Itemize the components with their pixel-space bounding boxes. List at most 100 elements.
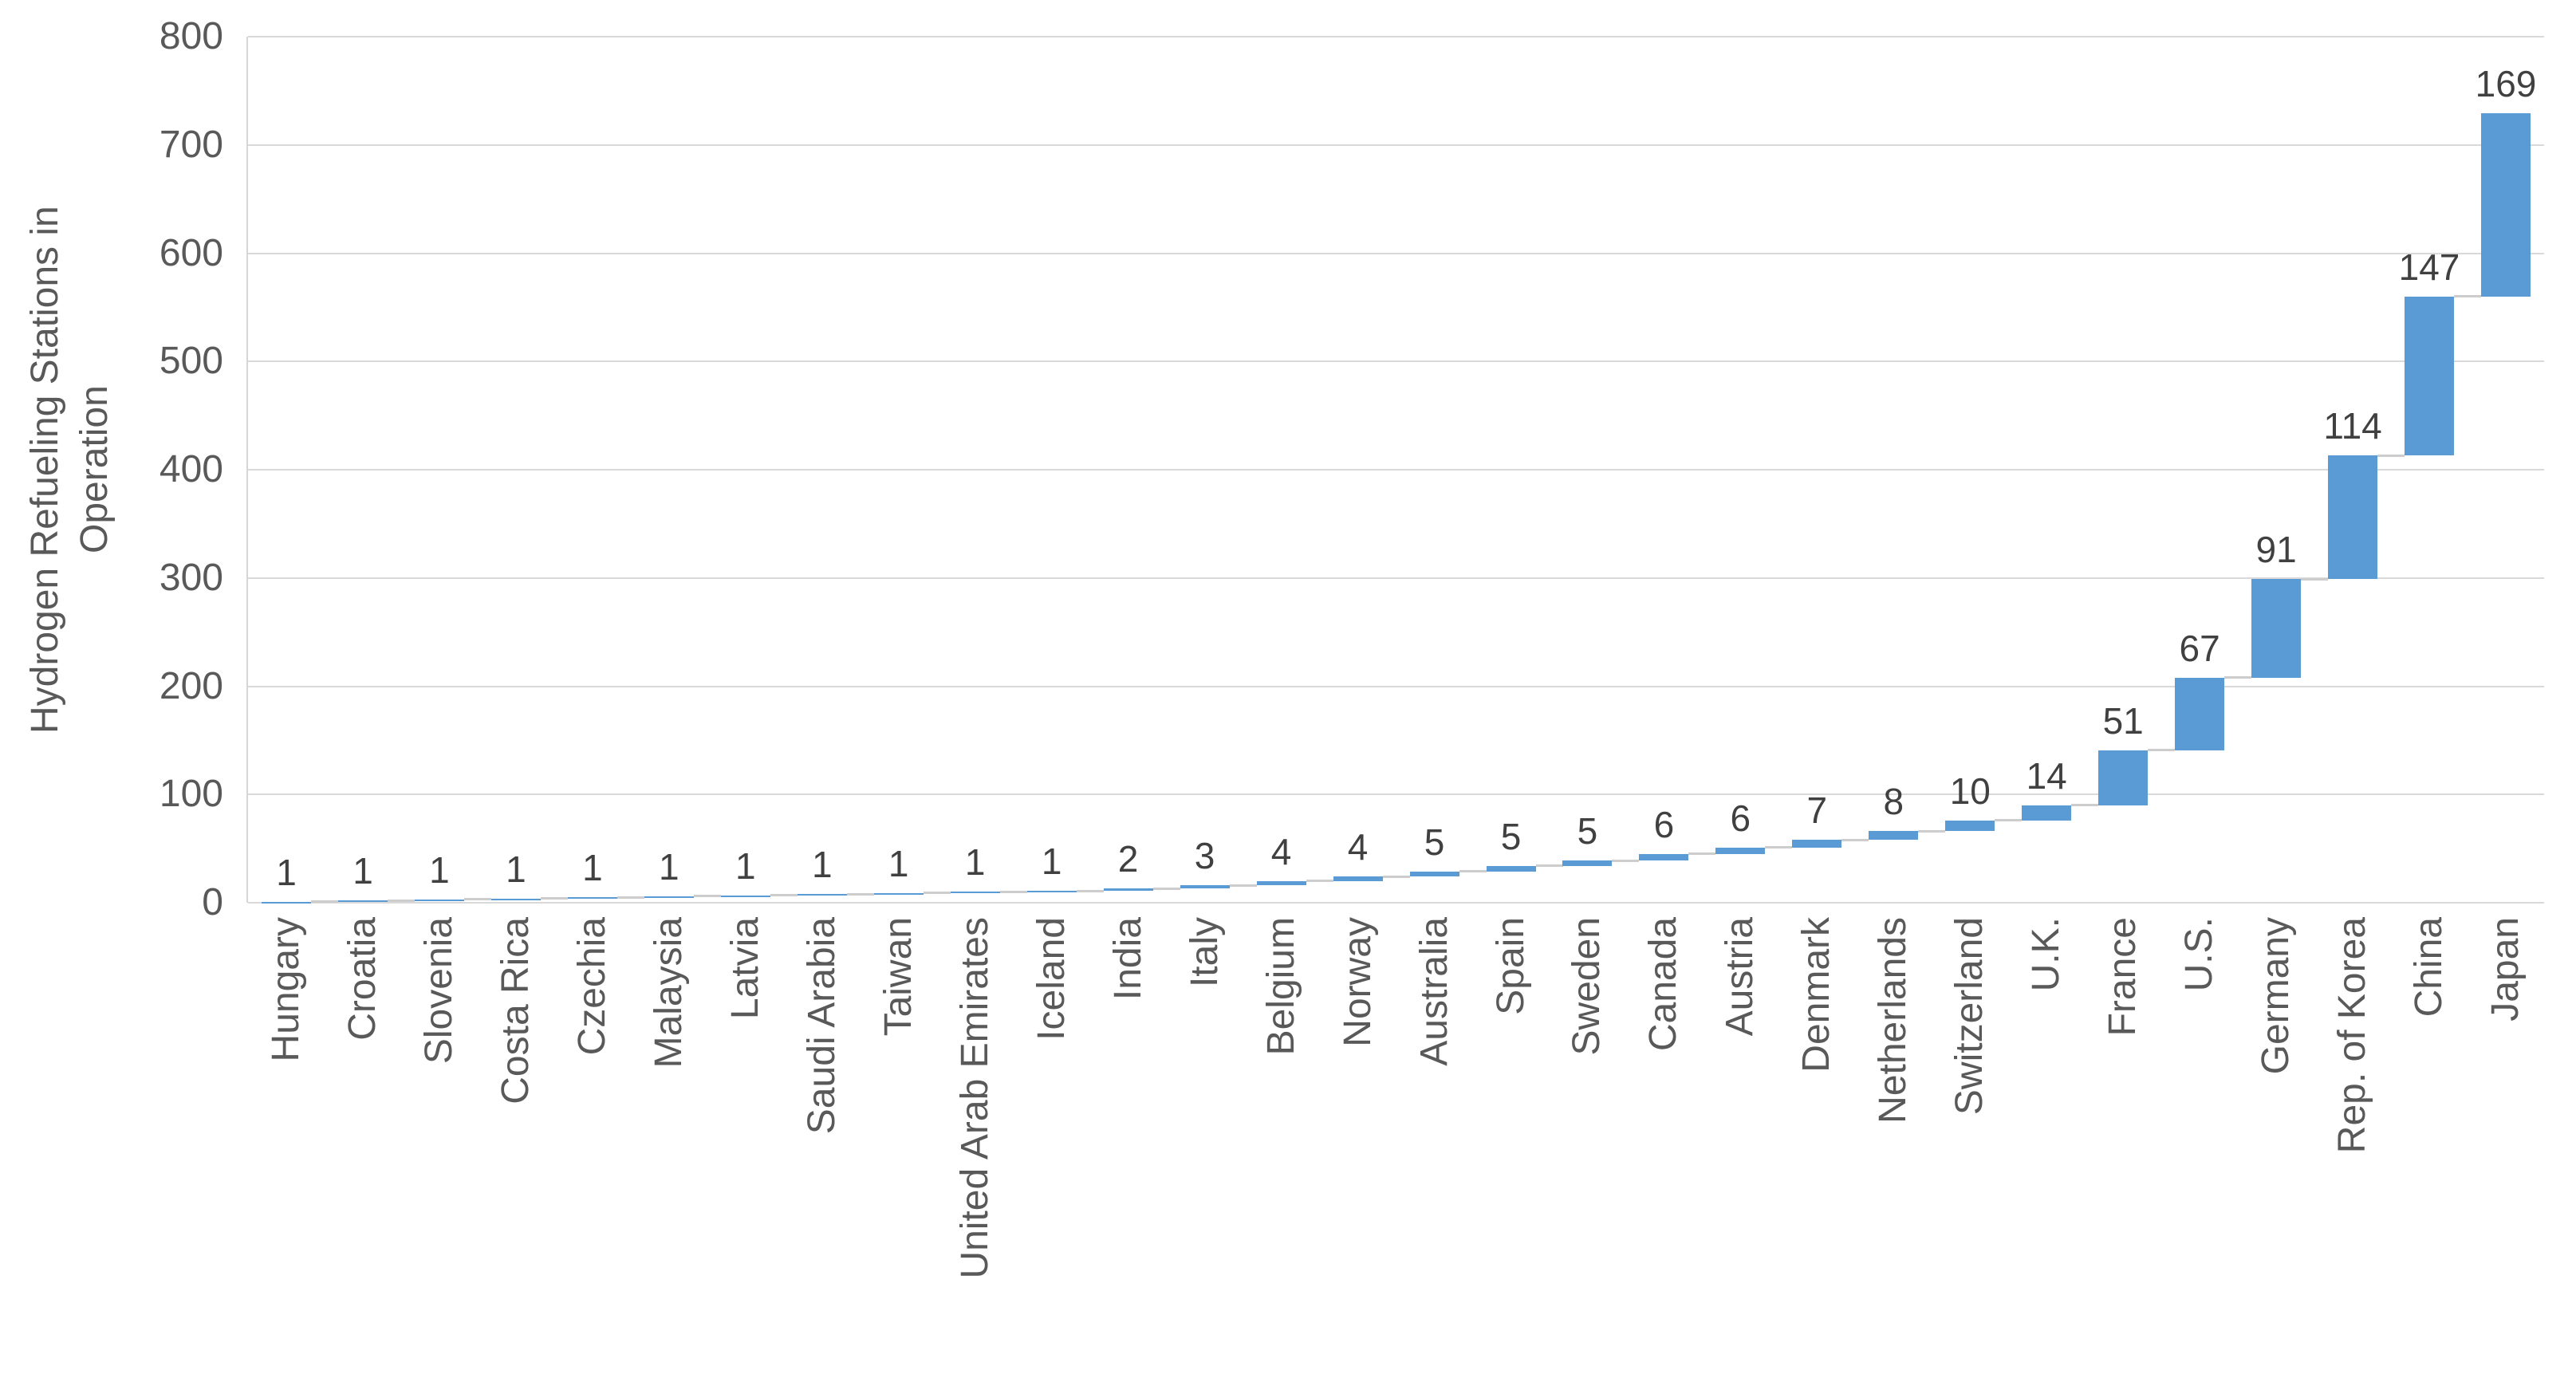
data-label: 6 [1730,797,1751,839]
y-tick-label: 400 [159,448,223,490]
data-label: 169 [2475,63,2537,105]
bar-united-arab-emirates [950,892,1000,894]
category-label: Rep. of Korea [2331,917,2374,1154]
bar-u-k- [2022,805,2072,821]
bar-hungary [262,901,311,904]
data-label: 10 [1949,770,1991,812]
data-label: 1 [506,848,526,890]
gridline [248,685,2544,687]
category-label: Japan [2484,917,2527,1022]
connector [1152,887,1180,890]
category-label: U.K. [2025,917,2068,992]
bar-croatia [338,900,388,903]
data-label: 1 [582,847,603,889]
connector [1076,889,1104,892]
bar-malaysia [644,896,694,898]
connector [1229,884,1257,887]
bar-italy [1180,885,1230,889]
bar-costa-rica [490,898,541,900]
connector [2377,454,2405,457]
data-label: 1 [735,845,756,887]
bar-denmark [1792,840,1842,848]
connector [2071,804,2099,807]
data-label: 5 [1500,815,1522,857]
connector [388,899,415,902]
connector [999,890,1027,893]
connector [1918,829,1946,833]
y-tick-label: 100 [159,773,223,816]
bar-france [2098,750,2149,805]
data-label: 4 [1270,830,1292,872]
data-label: 1 [964,841,986,884]
data-label: 5 [1424,821,1445,863]
category-label: Taiwan [876,917,920,1037]
category-label: Australia [1412,917,1455,1066]
category-label: Iceland [1030,917,1073,1041]
bar-rep-of-korea [2328,455,2378,580]
data-label: 14 [2026,754,2067,797]
data-label: 7 [1806,789,1828,832]
gridline [248,469,2544,470]
connector [463,898,491,901]
bar-u-s- [2175,677,2225,750]
category-label: Sweden [1566,917,1609,1056]
bar-sweden [1562,860,1613,866]
bar-canada [1639,853,1689,860]
gridline [248,144,2544,146]
data-label: 1 [659,845,679,888]
gridline [248,252,2544,254]
bar-germany [2251,579,2302,678]
category-label: Netherlands [1872,917,1915,1124]
category-label: Slovenia [417,917,460,1065]
bar-latvia [720,895,770,897]
category-label: Switzerland [1948,917,1991,1116]
connector [1535,864,1563,868]
y-tick-label: 500 [159,340,223,383]
data-label: 67 [2179,627,2220,669]
category-label: Denmark [1795,917,1838,1073]
gridline [248,36,2544,37]
category-label: Latvia [723,917,766,1020]
connector [1382,875,1410,878]
bar-spain [1486,865,1536,872]
y-tick-label: 200 [159,664,223,707]
category-label: Czechia [570,917,613,1056]
connector [846,892,874,896]
category-label: United Arab Emirates [953,917,996,1279]
data-label: 51 [2102,699,2144,742]
bar-belgium [1256,880,1306,886]
category-label: U.S. [2178,917,2221,992]
y-tick-label: 600 [159,231,223,274]
category-label: Canada [1642,917,1685,1052]
bar-china [2405,296,2454,456]
category-label: Germany [2255,917,2298,1075]
connector [1306,880,1333,883]
connector [1995,819,2023,822]
data-label: 91 [2255,529,2297,571]
connector [770,894,798,896]
connector [2224,676,2252,679]
connector [1841,838,1869,841]
data-label: 6 [1653,803,1675,845]
connector [311,900,338,904]
bar-netherlands [1869,831,1919,841]
category-label: Malaysia [647,917,690,1069]
bar-austria [1715,847,1766,854]
connector [2301,577,2329,581]
connector [2454,295,2481,298]
connector [693,895,721,898]
y-tick-label: 700 [159,123,223,166]
data-label: 114 [2323,405,2382,447]
gridline [248,360,2544,363]
gridline [248,902,2544,904]
bar-norway [1333,876,1383,881]
bar-australia [1409,871,1459,877]
gridline [248,793,2544,796]
connector [2148,749,2176,752]
connector [1459,870,1487,873]
data-label: 1 [1041,841,1062,883]
data-label: 1 [888,842,909,884]
data-label: 2 [1117,838,1139,880]
data-label: 1 [429,848,450,891]
gridline [248,577,2544,579]
